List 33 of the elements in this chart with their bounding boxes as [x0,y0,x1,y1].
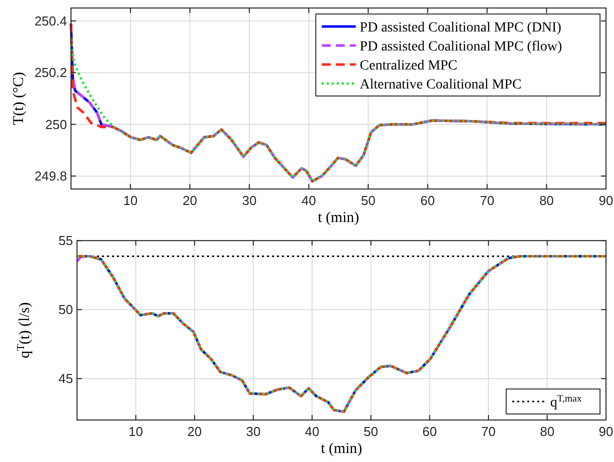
y-tick-label: 50 [58,302,73,318]
legend-label: PD assisted Coalitional MPC (DNI) [360,20,562,36]
y-axis-title: T(t) (°C) [11,72,27,126]
x-tick-label: 50 [360,193,376,208]
x-tick-label: 80 [540,424,554,439]
legend-label: Alternative Coalitional MPC [360,78,522,92]
y-tick-label: 250.2 [34,65,67,80]
x-tick-label: 10 [123,193,138,208]
x-tick-label: 10 [128,424,144,439]
y-tick-label: 45 [58,371,73,386]
x-tick-label: 20 [187,424,202,439]
y-tick-label: 250.4 [34,13,67,28]
x-axis-title: t (min) [318,210,360,226]
y-tick-label: 250 [45,116,67,132]
x-tick-label: 30 [242,193,257,208]
y-tick-label: 249.8 [34,168,67,184]
x-tick-label: 90 [598,193,614,208]
x-tick-label: 80 [539,193,554,208]
legend-label: q$^{T,max}$ [550,393,582,410]
x-tick-label: 70 [481,424,496,439]
x-tick-label: 60 [422,424,437,439]
x-tick-label: 40 [302,193,316,208]
y-tick-label: 55 [58,233,73,248]
x-axis-title: t (min) [320,441,362,457]
x-tick-label: 90 [598,424,614,439]
x-tick-label: 60 [420,193,435,208]
x-tick-label: 40 [304,424,320,439]
x-tick-label: 20 [182,193,198,208]
legend-label: Centralized MPC [360,58,458,74]
legend-label: PD assisted Coalitional MPC (flow) [360,40,562,54]
x-tick-label: 70 [480,193,494,208]
x-tick-label: 30 [246,424,261,439]
x-tick-label: 50 [364,424,378,439]
